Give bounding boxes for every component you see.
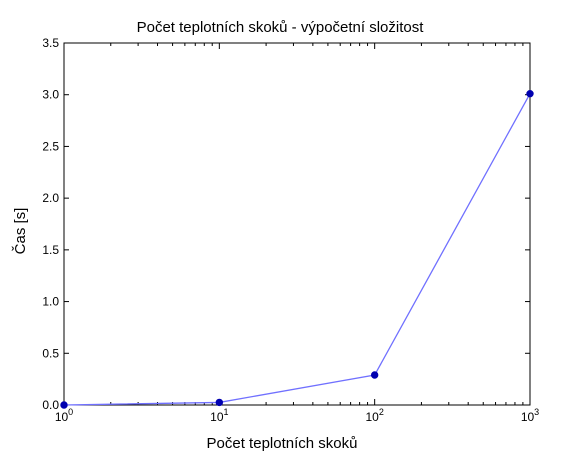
x-tick-label: 100 bbox=[55, 407, 73, 424]
x-tick-label-exponent: 1 bbox=[224, 407, 229, 417]
y-axis-label: Čas [s] bbox=[12, 208, 29, 255]
y-tick-label: 1.0 bbox=[42, 295, 59, 309]
x-tick-label-base: 10 bbox=[210, 410, 224, 424]
data-point bbox=[60, 401, 68, 409]
x-tick-label: 103 bbox=[521, 407, 539, 424]
x-axis-label: Počet teplotních skoků bbox=[207, 435, 358, 452]
data-point bbox=[370, 371, 379, 379]
x-tick-label-base: 10 bbox=[521, 410, 535, 424]
series-line bbox=[63, 93, 531, 406]
y-tick-label: 2.5 bbox=[42, 139, 59, 153]
x-tick-label: 102 bbox=[365, 407, 383, 424]
data-point bbox=[215, 398, 224, 407]
chart-title: Počet teplotních skoků - výpočetní složi… bbox=[137, 19, 425, 36]
x-tick-label-base: 10 bbox=[55, 410, 69, 424]
x-tick-label-exponent: 0 bbox=[68, 407, 73, 417]
y-tick-label: 0.5 bbox=[42, 346, 59, 360]
y-tick-label: 1.5 bbox=[42, 243, 59, 257]
y-tick-label: 0.0 bbox=[42, 398, 59, 412]
x-tick-label-base: 10 bbox=[365, 410, 379, 424]
data-point bbox=[526, 89, 534, 98]
y-tick-label: 3.0 bbox=[42, 88, 59, 102]
y-tick-label: 2.0 bbox=[42, 191, 59, 205]
y-tick-label: 3.5 bbox=[42, 36, 59, 50]
x-tick-label-exponent: 3 bbox=[534, 407, 539, 417]
plot-frame bbox=[63, 42, 531, 406]
x-tick-label-exponent: 2 bbox=[379, 407, 384, 417]
x-tick-label: 101 bbox=[210, 407, 228, 424]
series-layer bbox=[60, 89, 534, 409]
